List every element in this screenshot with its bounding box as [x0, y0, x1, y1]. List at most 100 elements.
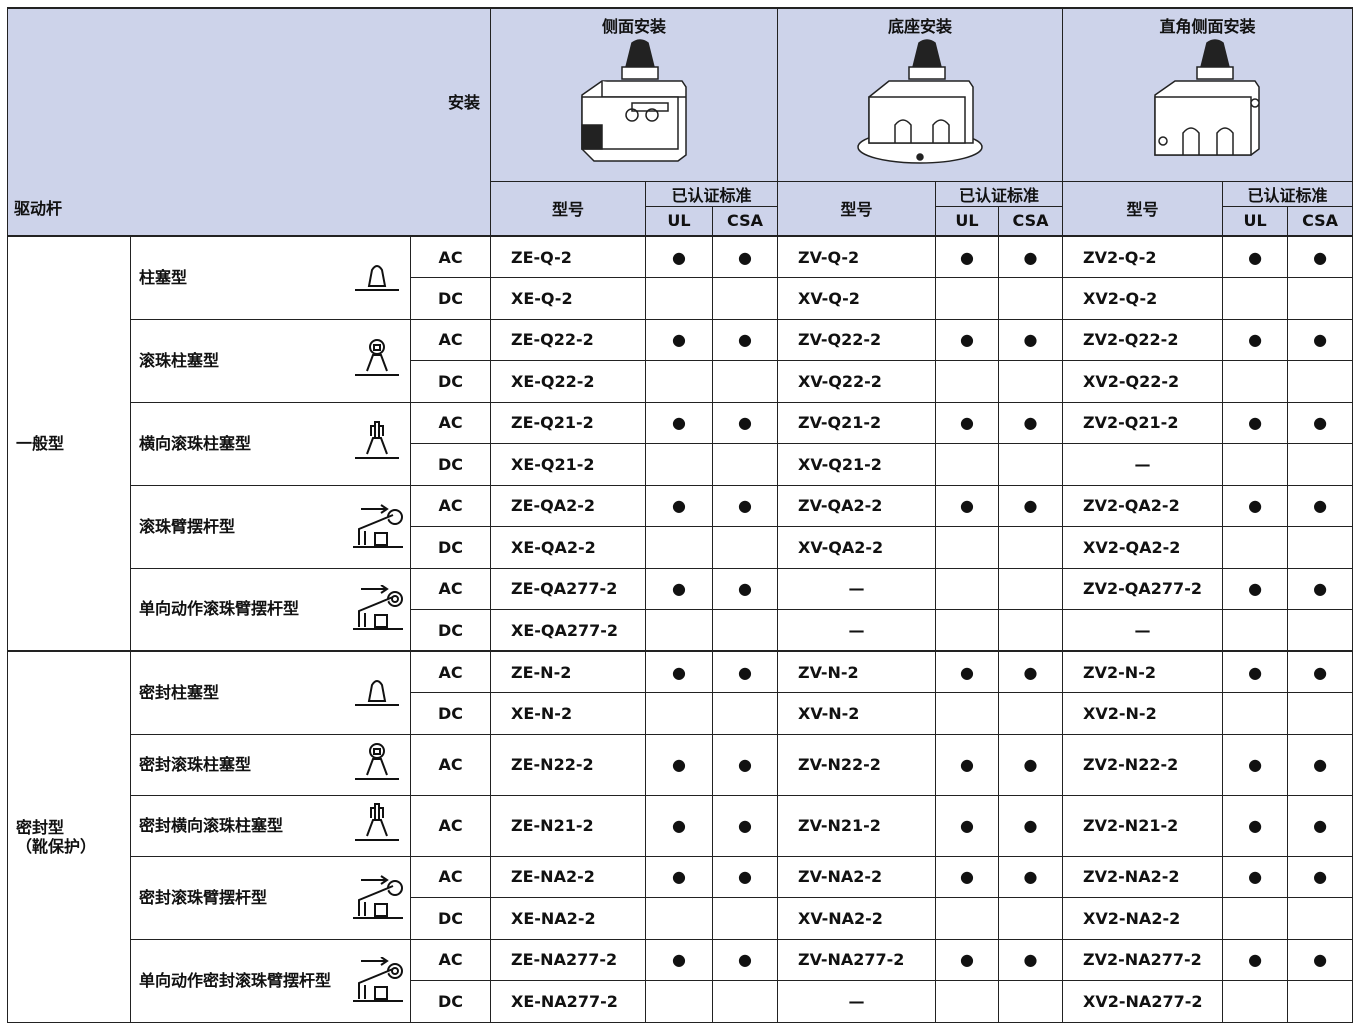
- cert-cell: [935, 360, 1000, 403]
- model-cell: ZV-QA2-2: [777, 484, 937, 527]
- cert-cell: ●: [645, 733, 713, 796]
- cert-cell: ●: [998, 318, 1064, 361]
- cert-cell: [645, 980, 713, 1023]
- cert-cell: [711, 609, 779, 652]
- model-cell: ZV2-NA2-2: [1062, 855, 1224, 898]
- cert-cell: ●: [1222, 318, 1289, 361]
- current-type: AC: [410, 650, 491, 693]
- cert-cell: [645, 609, 713, 652]
- cert-header: 已认证标准: [1222, 180, 1354, 207]
- cert-cell: ●: [998, 733, 1064, 796]
- model-cell: XE-Q22-2: [490, 360, 646, 403]
- cert-cell: [645, 443, 713, 486]
- current-type: AC: [410, 855, 491, 898]
- cert-cell: [998, 277, 1064, 320]
- cert-cell: ●: [1287, 733, 1354, 796]
- current-type: AC: [410, 938, 491, 981]
- cert-cell: ●: [645, 484, 713, 527]
- cert-cell: [711, 980, 779, 1023]
- model-cell: ZV2-Q-2: [1062, 235, 1224, 278]
- model-cell: XV2-N-2: [1062, 692, 1224, 735]
- cert-cell: ●: [711, 650, 779, 693]
- cert-cell: ●: [1222, 855, 1289, 898]
- actuator-icon: [354, 742, 399, 780]
- cert-cell: ●: [998, 938, 1064, 981]
- cert-cell: [935, 567, 1000, 610]
- cert-cell: [935, 277, 1000, 320]
- cert-header: 已认证标准: [935, 180, 1064, 207]
- actuator-icon-cell: [345, 318, 411, 403]
- cert-cell: ●: [1222, 650, 1289, 693]
- cert-cell: [1287, 277, 1354, 320]
- actuator-icon: [352, 956, 403, 1002]
- cert-cell: ●: [1222, 938, 1289, 981]
- cert-cell: ●: [1287, 650, 1354, 693]
- actuator-icon: [354, 679, 399, 706]
- cert-cell: ●: [711, 318, 779, 361]
- cert-cell: ●: [935, 235, 1000, 278]
- model-cell: XV2-Q-2: [1062, 277, 1224, 320]
- mount-title: 侧面安装: [602, 17, 667, 36]
- actuator-name: 密封柱塞型: [130, 650, 346, 735]
- cert-cell: [711, 897, 779, 940]
- cert-cell: ●: [935, 855, 1000, 898]
- model-cell: —: [1062, 609, 1224, 652]
- cert-cell: ●: [1287, 318, 1354, 361]
- cert-cell: [645, 526, 713, 569]
- cert-cell: [711, 526, 779, 569]
- cert-cell: ●: [645, 401, 713, 444]
- cert-cell: ●: [1287, 938, 1354, 981]
- cert-cell: [998, 360, 1064, 403]
- model-cell: ZE-QA2-2: [490, 484, 646, 527]
- model-cell: ZV2-QA2-2: [1062, 484, 1224, 527]
- cert-cell: ●: [1222, 401, 1289, 444]
- cert-cell: [711, 443, 779, 486]
- model-cell: ZV2-N-2: [1062, 650, 1224, 693]
- cert-cell: ●: [935, 401, 1000, 444]
- table-row: 密封滚珠柱塞型 AC ZE-N22-2 ● ● ZV-N22-2 ● ● ZV2-N22-2 ● ●: [8, 733, 1354, 796]
- cert-cell: ●: [711, 794, 779, 857]
- actuator-icon: [354, 338, 399, 376]
- model-cell: ZV-Q21-2: [777, 401, 937, 444]
- mount-title: 直角侧面安装: [1159, 17, 1256, 36]
- table-row: DC XE-QA277-2 — —: [8, 609, 1354, 652]
- table-row: 单向动作滚珠臂摆杆型 AC ZE-QA277-2 ● ● — ZV2-QA277-2 ● ●: [8, 567, 1354, 652]
- spec-table: 安装 驱动杆 侧面安装 底座安装 直角侧面安装 型号 已认证标准 型号 已认证标…: [7, 7, 1354, 1023]
- cert-cell: ●: [645, 650, 713, 693]
- cert-cell: [998, 897, 1064, 940]
- cert-cell: ●: [935, 938, 1000, 981]
- product-image: [1153, 39, 1260, 156]
- cert-cell: ●: [935, 318, 1000, 361]
- model-cell: ZE-N21-2: [490, 794, 646, 857]
- cert-cell: ●: [645, 318, 713, 361]
- model-cell: XE-QA2-2: [490, 526, 646, 569]
- csa-header: CSA: [998, 205, 1064, 237]
- actuator-name: 滚珠柱塞型: [130, 318, 346, 403]
- cert-cell: ●: [711, 567, 779, 610]
- cert-cell: [645, 360, 713, 403]
- current-type: DC: [410, 897, 491, 940]
- cert-cell: ●: [711, 401, 779, 444]
- cert-cell: ●: [1287, 855, 1354, 898]
- current-type: DC: [410, 443, 491, 486]
- cert-cell: ●: [935, 650, 1000, 693]
- actuator-name: 单向动作滚珠臂摆杆型: [130, 567, 346, 652]
- model-cell: XV-Q-2: [777, 277, 937, 320]
- model-cell: ZV2-N22-2: [1062, 733, 1224, 796]
- cert-cell: [1287, 443, 1354, 486]
- cert-cell: ●: [998, 401, 1064, 444]
- model-cell: ZV-NA2-2: [777, 855, 937, 898]
- model-cell: XV2-NA2-2: [1062, 897, 1224, 940]
- mount-group: 直角侧面安装: [1062, 7, 1354, 182]
- model-header: 型号: [490, 180, 646, 237]
- table-row: 滚珠柱塞型 AC ZE-Q22-2 ● ● ZV-Q22-2 ● ● ZV2-Q22-2 ● ●: [8, 318, 1354, 403]
- group-label: （靴保护）: [16, 836, 97, 856]
- cert-cell: [998, 443, 1064, 486]
- group-label: 一般型: [16, 434, 65, 453]
- current-type: DC: [410, 980, 491, 1023]
- model-cell: ZE-N-2: [490, 650, 646, 693]
- model-cell: ZV-N21-2: [777, 794, 937, 857]
- ul-header: UL: [1222, 205, 1289, 237]
- actuator-icon-cell: [345, 794, 411, 857]
